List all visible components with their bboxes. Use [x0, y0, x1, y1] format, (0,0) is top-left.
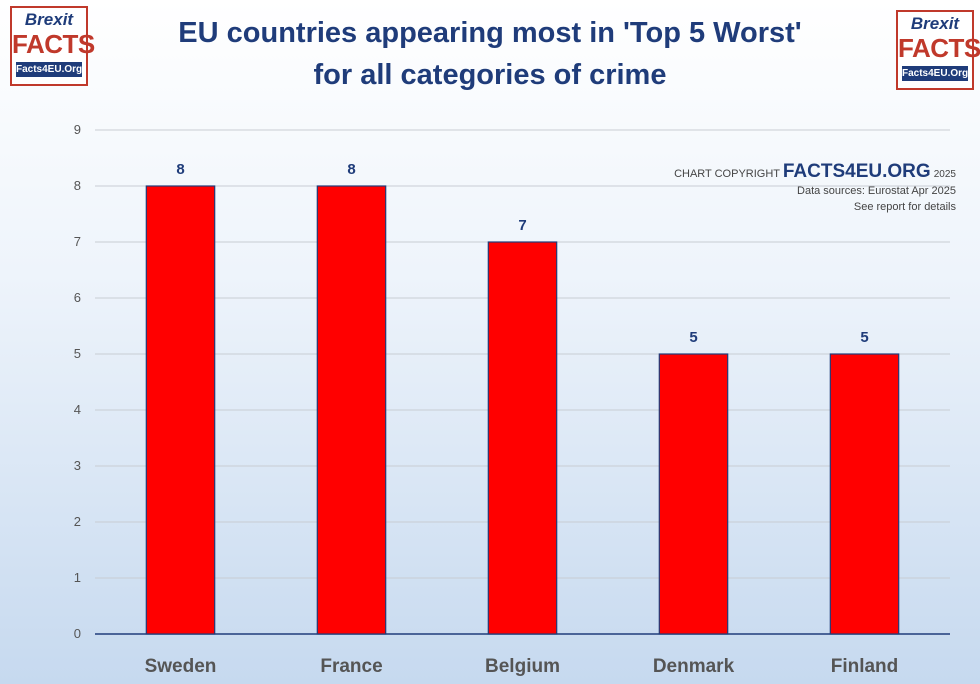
- x-tick-label-belgium: Belgium: [485, 656, 560, 677]
- y-tick-label: 6: [74, 290, 81, 305]
- logo-url-text: Facts4EU.Org: [16, 62, 83, 77]
- logo-url-text: Facts4EU.Org: [902, 66, 969, 81]
- brexit-facts-logo-right: Brexit FACTS Facts4EU.Org: [896, 10, 980, 90]
- x-tick-label-denmark: Denmark: [653, 656, 735, 677]
- y-tick-label: 1: [74, 570, 81, 585]
- credit-year: 2025: [933, 169, 956, 180]
- brexit-facts-logo-left: Brexit FACTS Facts4EU.Org: [10, 6, 95, 86]
- data-label-finland: 5: [860, 329, 868, 346]
- chart-title: EU countries appearing most in 'Top 5 Wo…: [140, 12, 840, 96]
- credit-prefix: CHART COPYRIGHT: [674, 168, 780, 180]
- logo-facts-text: FACTS: [898, 33, 980, 63]
- bar-sweden: [145, 185, 216, 635]
- chart-title-line-1: EU countries appearing most in 'Top 5 Wo…: [178, 17, 802, 49]
- chart-credit: CHART COPYRIGHT FACTS4EU.ORG 2025 Data s…: [674, 161, 956, 215]
- x-tick-label-finland: Finland: [831, 656, 899, 677]
- credit-line-1: CHART COPYRIGHT FACTS4EU.ORG 2025: [674, 161, 956, 183]
- logo-brexit-text: Brexit: [24, 10, 74, 29]
- bar-france: [316, 185, 387, 635]
- data-label-france: 8: [347, 161, 355, 178]
- bar-denmark: [658, 353, 729, 635]
- data-label-sweden: 8: [176, 161, 184, 178]
- data-label-belgium: 7: [518, 217, 526, 234]
- x-tick-label-sweden: Sweden: [145, 656, 217, 677]
- credit-brand: FACTS4EU.ORG: [782, 161, 931, 182]
- logo-brexit-text: Brexit: [910, 14, 960, 33]
- data-label-denmark: 5: [689, 329, 697, 346]
- y-tick-label: 3: [74, 458, 81, 473]
- bar-belgium: [487, 241, 558, 635]
- y-tick-label: 8: [74, 178, 81, 193]
- y-tick-label: 7: [74, 234, 81, 249]
- credit-see-report: See report for details: [853, 201, 956, 213]
- chart-title-line-2: for all categories of crime: [313, 59, 667, 91]
- y-tick-label: 4: [74, 402, 81, 417]
- y-tick-label: 9: [74, 122, 81, 137]
- bar-finland: [829, 353, 900, 635]
- logo-facts-text: FACTS: [12, 29, 95, 59]
- x-tick-label-france: France: [320, 656, 382, 677]
- credit-data-sources: Data sources: Eurostat Apr 2025: [797, 185, 956, 197]
- y-tick-label: 0: [74, 626, 81, 641]
- y-tick-label: 2: [74, 514, 81, 529]
- y-tick-label: 5: [74, 346, 81, 361]
